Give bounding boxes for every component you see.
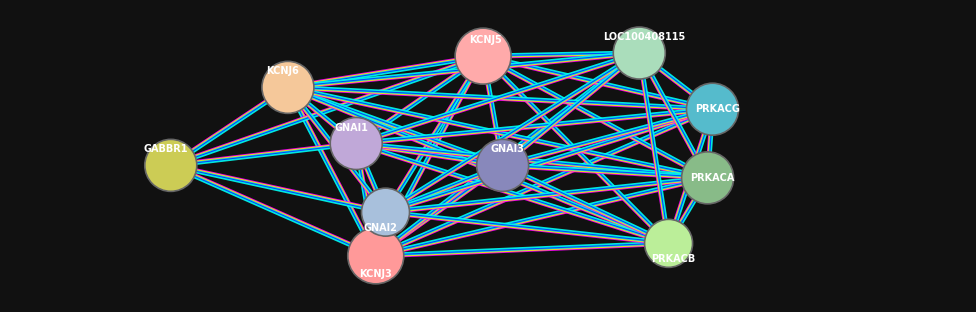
- Circle shape: [369, 195, 402, 229]
- Circle shape: [269, 69, 306, 105]
- Circle shape: [644, 219, 693, 267]
- Circle shape: [686, 83, 739, 135]
- Circle shape: [152, 147, 189, 183]
- Text: GABBR1: GABBR1: [143, 144, 188, 154]
- Circle shape: [330, 118, 383, 169]
- Text: PRKACB: PRKACB: [651, 254, 696, 264]
- Circle shape: [361, 188, 410, 236]
- Text: GNAI2: GNAI2: [364, 223, 397, 233]
- Text: LOC100408115: LOC100408115: [603, 32, 685, 42]
- Text: KCNJ6: KCNJ6: [266, 66, 300, 76]
- Circle shape: [356, 236, 395, 275]
- Circle shape: [476, 139, 529, 191]
- Circle shape: [262, 61, 314, 113]
- Text: PRKACG: PRKACG: [695, 104, 740, 114]
- Circle shape: [613, 27, 666, 79]
- Circle shape: [484, 147, 521, 183]
- Circle shape: [652, 227, 685, 260]
- Text: KCNJ3: KCNJ3: [359, 269, 392, 279]
- Circle shape: [621, 35, 658, 71]
- Text: GNAI3: GNAI3: [491, 144, 524, 154]
- Circle shape: [455, 28, 511, 84]
- Circle shape: [681, 152, 734, 204]
- Circle shape: [689, 160, 726, 196]
- Circle shape: [464, 37, 503, 76]
- Circle shape: [347, 228, 404, 284]
- Text: GNAI1: GNAI1: [335, 123, 368, 133]
- Circle shape: [694, 91, 731, 127]
- Circle shape: [338, 125, 375, 162]
- Text: KCNJ5: KCNJ5: [468, 35, 502, 45]
- Circle shape: [144, 139, 197, 191]
- Text: PRKACA: PRKACA: [690, 173, 735, 183]
